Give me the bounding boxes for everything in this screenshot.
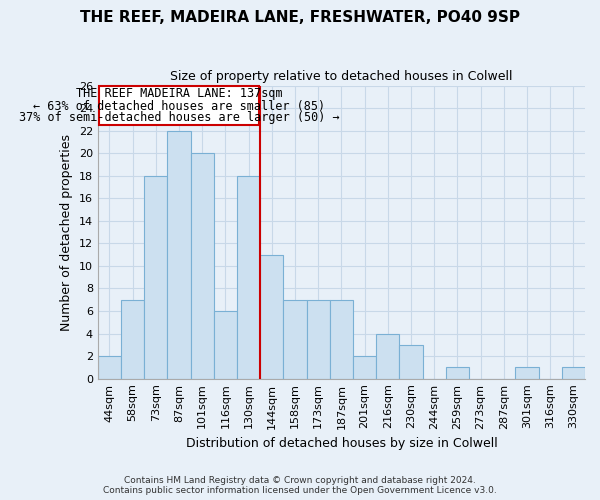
- Text: THE REEF MADEIRA LANE: 137sqm: THE REEF MADEIRA LANE: 137sqm: [76, 87, 283, 100]
- Bar: [353, 356, 376, 378]
- Bar: [515, 368, 539, 378]
- Text: THE REEF, MADEIRA LANE, FRESHWATER, PO40 9SP: THE REEF, MADEIRA LANE, FRESHWATER, PO40…: [80, 10, 520, 25]
- Bar: [307, 300, 330, 378]
- Bar: [562, 368, 585, 378]
- Bar: [237, 176, 260, 378]
- Text: Contains HM Land Registry data © Crown copyright and database right 2024.
Contai: Contains HM Land Registry data © Crown c…: [103, 476, 497, 495]
- Bar: [167, 130, 191, 378]
- Text: ← 63% of detached houses are smaller (85): ← 63% of detached houses are smaller (85…: [33, 100, 325, 112]
- Bar: [446, 368, 469, 378]
- Bar: [330, 300, 353, 378]
- Bar: [121, 300, 144, 378]
- Bar: [98, 356, 121, 378]
- Bar: [191, 153, 214, 378]
- Text: 37% of semi-detached houses are larger (50) →: 37% of semi-detached houses are larger (…: [19, 111, 340, 124]
- Bar: [400, 345, 422, 378]
- Title: Size of property relative to detached houses in Colwell: Size of property relative to detached ho…: [170, 70, 512, 83]
- FancyBboxPatch shape: [99, 86, 259, 125]
- Bar: [376, 334, 400, 378]
- Bar: [260, 254, 283, 378]
- Bar: [144, 176, 167, 378]
- Bar: [214, 311, 237, 378]
- Bar: [283, 300, 307, 378]
- X-axis label: Distribution of detached houses by size in Colwell: Distribution of detached houses by size …: [185, 437, 497, 450]
- Y-axis label: Number of detached properties: Number of detached properties: [60, 134, 73, 330]
